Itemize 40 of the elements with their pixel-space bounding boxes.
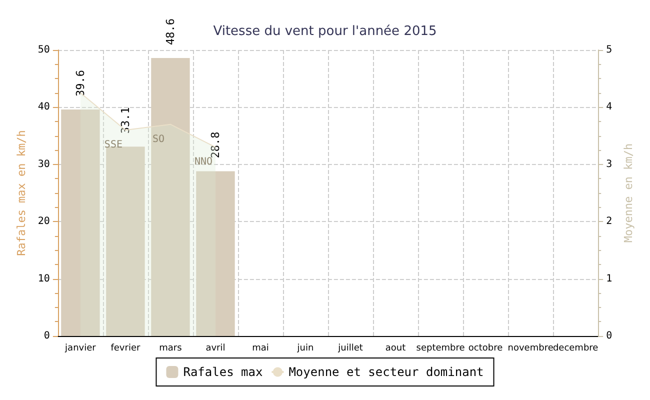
- data-label: 33.1: [118, 107, 132, 134]
- x-tick-label: janvier: [64, 344, 96, 354]
- bar: [61, 109, 100, 336]
- x-tick-label: mars: [159, 344, 182, 354]
- x-tick-label: decembre: [552, 344, 599, 354]
- y2-tick-label: 0: [606, 330, 612, 342]
- data-label: SSE: [104, 140, 122, 151]
- data-label: 48.6: [164, 18, 177, 46]
- y-tick-label: 10: [38, 273, 50, 284]
- y-tick-label: 30: [38, 158, 50, 170]
- x-tick-label: novembre: [508, 344, 554, 354]
- y-axis-title: Rafales max en km/h: [15, 130, 28, 256]
- y2-tick-label: 3: [606, 158, 612, 170]
- y-tick-label: 40: [38, 102, 50, 113]
- bar: [196, 171, 235, 336]
- data-label: NNO: [194, 156, 213, 168]
- y-tick-label: 0: [44, 330, 50, 342]
- x-tick-label: septembre: [416, 344, 466, 354]
- y2-tick-label: 2: [606, 216, 612, 228]
- bar: [151, 58, 190, 336]
- legend-label: Rafales max: [183, 365, 263, 379]
- y-tick-label: 50: [38, 44, 50, 56]
- y-tick-label: 20: [38, 216, 50, 228]
- x-tick-label: juin: [296, 344, 314, 354]
- legend-label: Moyenne et secteur dominant: [288, 365, 484, 379]
- y2-tick-label: 4: [606, 102, 612, 113]
- x-tick-label: fevrier: [110, 344, 140, 354]
- data-label: 39.6: [74, 70, 87, 96]
- x-tick-label: juillet: [337, 344, 364, 354]
- x-tick-label: aout: [385, 344, 406, 354]
- bar: [106, 146, 145, 336]
- data-label: SO: [152, 134, 164, 145]
- x-tick-label: mai: [252, 344, 269, 354]
- x-tick-label: octobre: [468, 344, 504, 354]
- y2-tick-label: 5: [606, 44, 612, 56]
- x-tick-label: avril: [206, 344, 226, 354]
- chart-title: Vitesse du vent pour l'année 2015: [213, 24, 437, 39]
- y2-tick-label: 1: [606, 273, 612, 284]
- data-label: 28.8: [208, 132, 222, 158]
- y2-axis-title: Moyenne en km/h: [622, 143, 635, 243]
